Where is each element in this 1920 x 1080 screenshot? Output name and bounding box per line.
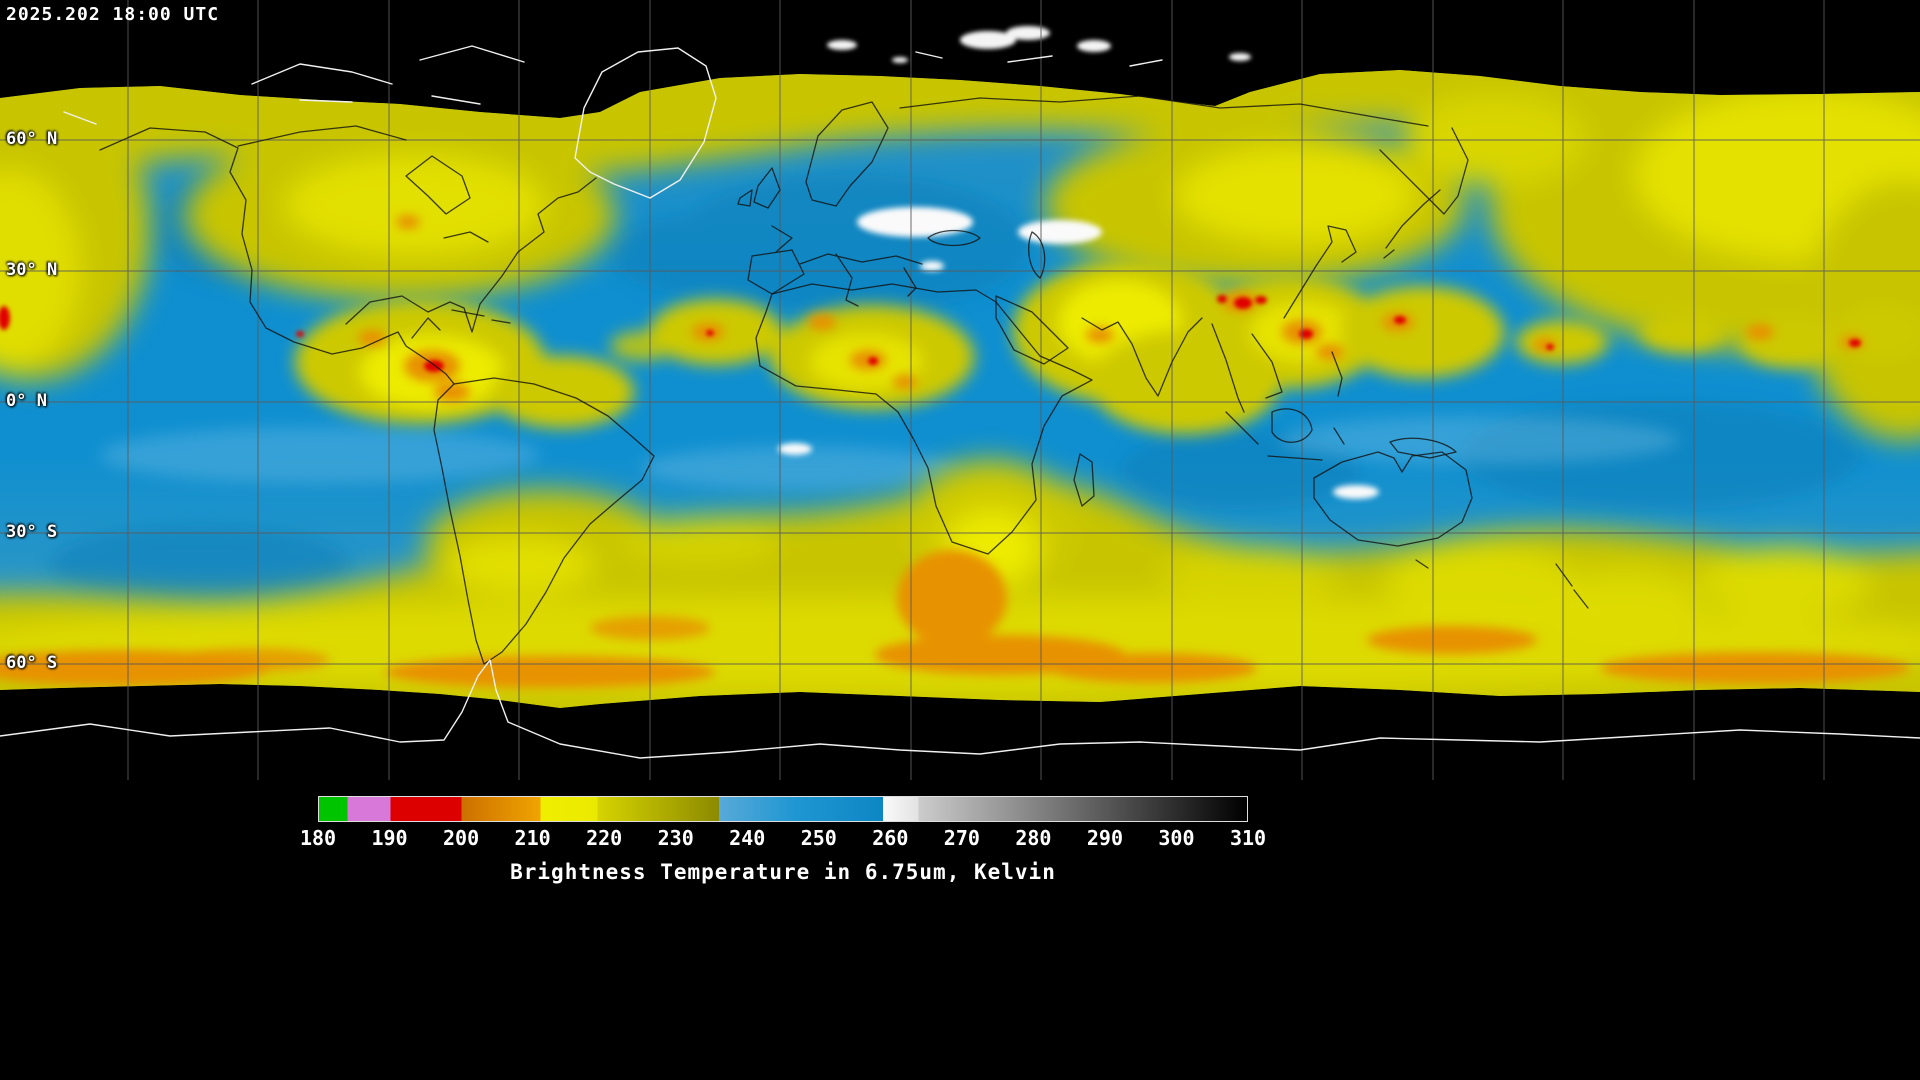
- moisture-bands-north: [0, 70, 1920, 440]
- legend-tick-label: 300: [1158, 826, 1195, 850]
- timestamp: 2025.202 18:00 UTC: [6, 4, 220, 25]
- south-america-coast: [433, 377, 655, 665]
- coldest-cloud-red: [0, 295, 1861, 372]
- legend-tick-label: 230: [657, 826, 694, 850]
- arabia: [995, 295, 1069, 365]
- satellite-map-panel: 2025.202 18:00 UTC 60° N 30° N 0° N 30° S 60…: [0, 0, 1920, 780]
- satellite-map: [0, 0, 1920, 780]
- yucatan: [411, 317, 441, 339]
- colorbar-legend: 180 190 200 210 220 230 240 250 260 270 280 290 300 3…: [0, 780, 1920, 1080]
- colorbar: [318, 796, 1248, 822]
- madagascar: [1073, 453, 1095, 507]
- legend-tick-label: 280: [1015, 826, 1052, 850]
- british-isles: [737, 167, 781, 209]
- graticule: [0, 0, 1920, 780]
- japan: [1383, 189, 1441, 259]
- legend-tick-label: 240: [729, 826, 766, 850]
- coastlines-white: [0, 45, 1920, 759]
- legend-tick-label: 290: [1086, 826, 1123, 850]
- legend-tick-label: 250: [800, 826, 837, 850]
- legend-tick-label: 200: [443, 826, 480, 850]
- australia-nz: [1313, 451, 1589, 609]
- iberia-france: [747, 225, 805, 295]
- antarctica-coast: [0, 659, 1920, 759]
- maritime-continent: [1225, 351, 1457, 461]
- legend-tick-label: 210: [514, 826, 551, 850]
- china-korea-coast: [1283, 225, 1357, 319]
- legend-ticks: 180 190 200 210 220 230 240 250 260 270 280 290 300 3…: [0, 826, 1920, 854]
- arctic-islands: [63, 45, 1163, 125]
- legend-tick-label: 260: [872, 826, 909, 850]
- hudson-bay: [405, 155, 471, 215]
- equatorial-haze: [100, 416, 1680, 490]
- caribbean-islands: [451, 309, 511, 324]
- coastlines-dark: [99, 95, 1589, 665]
- legend-tick-label: 180: [299, 826, 337, 850]
- black-sea: [927, 229, 981, 247]
- na-arctic-coast: [237, 125, 407, 147]
- africa-coast: [755, 283, 1093, 555]
- legend-tick-label: 190: [371, 826, 408, 850]
- legend-tick-label: 220: [586, 826, 623, 850]
- legend-tick-label: 310: [1229, 826, 1267, 850]
- india-coast: [1081, 317, 1203, 397]
- greenland: [574, 47, 717, 199]
- north-america-coast: [99, 127, 455, 385]
- caspian-sea: [1028, 231, 1046, 279]
- indochina: [1211, 323, 1283, 413]
- great-lakes: [443, 231, 489, 243]
- data-coverage-area: [0, 70, 1920, 708]
- polar-cloud-specks: [827, 26, 1251, 63]
- gulf-east-coast: [345, 177, 597, 333]
- legend-tick-label: 270: [943, 826, 980, 850]
- siberia-kamchatka: [899, 95, 1469, 215]
- scandinavia: [805, 101, 889, 207]
- legend-title: Brightness Temperature in 6.75um, Kelvin: [510, 860, 1056, 884]
